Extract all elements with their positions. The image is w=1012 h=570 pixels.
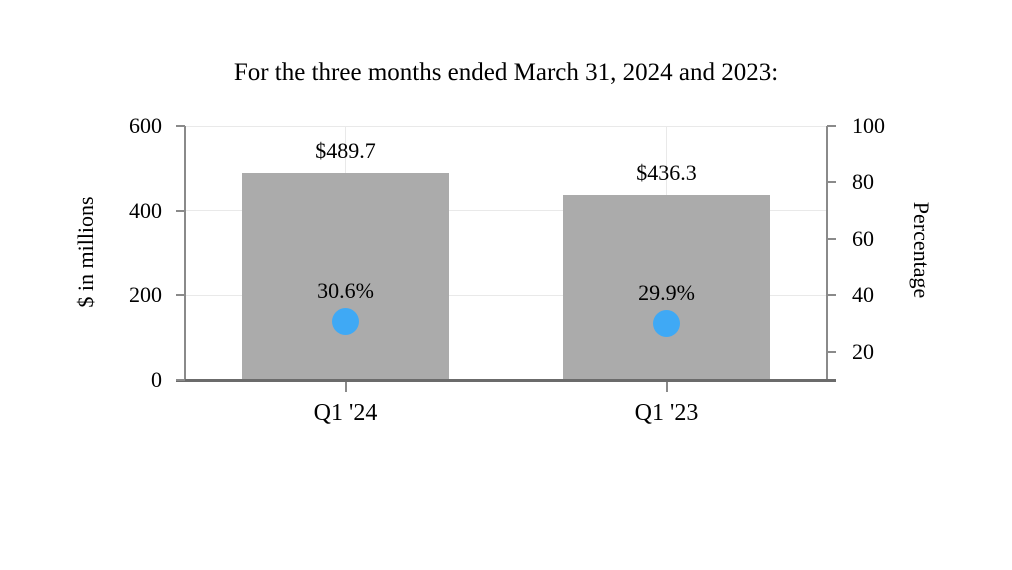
bar-q1-23 <box>563 195 770 380</box>
left-axis-tick-label: 0 <box>151 367 162 392</box>
gridline-horizontal <box>186 210 826 212</box>
right-axis-tick <box>827 350 836 353</box>
gridline-horizontal <box>186 294 826 296</box>
left-axis-tick <box>176 294 185 297</box>
bar-value-label: $489.7 <box>315 137 376 163</box>
bar-q1-24 <box>242 172 449 380</box>
right-axis-tick-label: 40 <box>852 282 874 308</box>
right-axis-tick-label: 80 <box>852 169 874 195</box>
right-axis-line <box>826 126 828 380</box>
gridline-horizontal <box>186 125 826 127</box>
plot-area: $489.7 $436.3 30.6% 29.9% <box>185 125 827 380</box>
marker-value-label: 29.9% <box>638 279 695 305</box>
right-axis-tick <box>827 294 836 297</box>
left-axis-tick <box>176 209 185 212</box>
right-axis-tick <box>827 181 836 184</box>
left-axis-title: $ in millions <box>73 196 98 308</box>
right-axis-tick-label: 60 <box>852 225 874 251</box>
percentage-marker-dot <box>653 310 680 338</box>
left-axis-tick <box>176 125 185 127</box>
right-axis-tick <box>827 237 836 240</box>
x-axis-tick <box>344 382 347 392</box>
x-axis-tick <box>665 382 668 392</box>
left-axis-tick-label: 600 <box>129 113 162 138</box>
left-axis-tick-label: 200 <box>129 282 162 308</box>
x-axis-line <box>176 379 836 382</box>
left-axis-tick-label: 400 <box>129 197 162 223</box>
right-axis-tick <box>827 125 836 127</box>
right-axis-tick-label: 20 <box>852 338 874 364</box>
right-axis-tick-label: 100 <box>852 113 885 138</box>
x-category-label: Q1 '24 <box>313 400 378 426</box>
left-axis-line <box>184 126 186 380</box>
chart-title: For the three months ended March 31, 202… <box>233 59 779 86</box>
bar-value-label: $436.3 <box>636 160 697 186</box>
percentage-marker-dot <box>332 308 359 336</box>
right-axis-title: Percentage <box>909 201 934 299</box>
left-axis-tick <box>176 379 185 381</box>
x-category-label: Q1 '23 <box>634 400 699 426</box>
marker-value-label: 30.6% <box>317 277 374 303</box>
legend: SG&A Percentage of net sales <box>0 460 1012 504</box>
